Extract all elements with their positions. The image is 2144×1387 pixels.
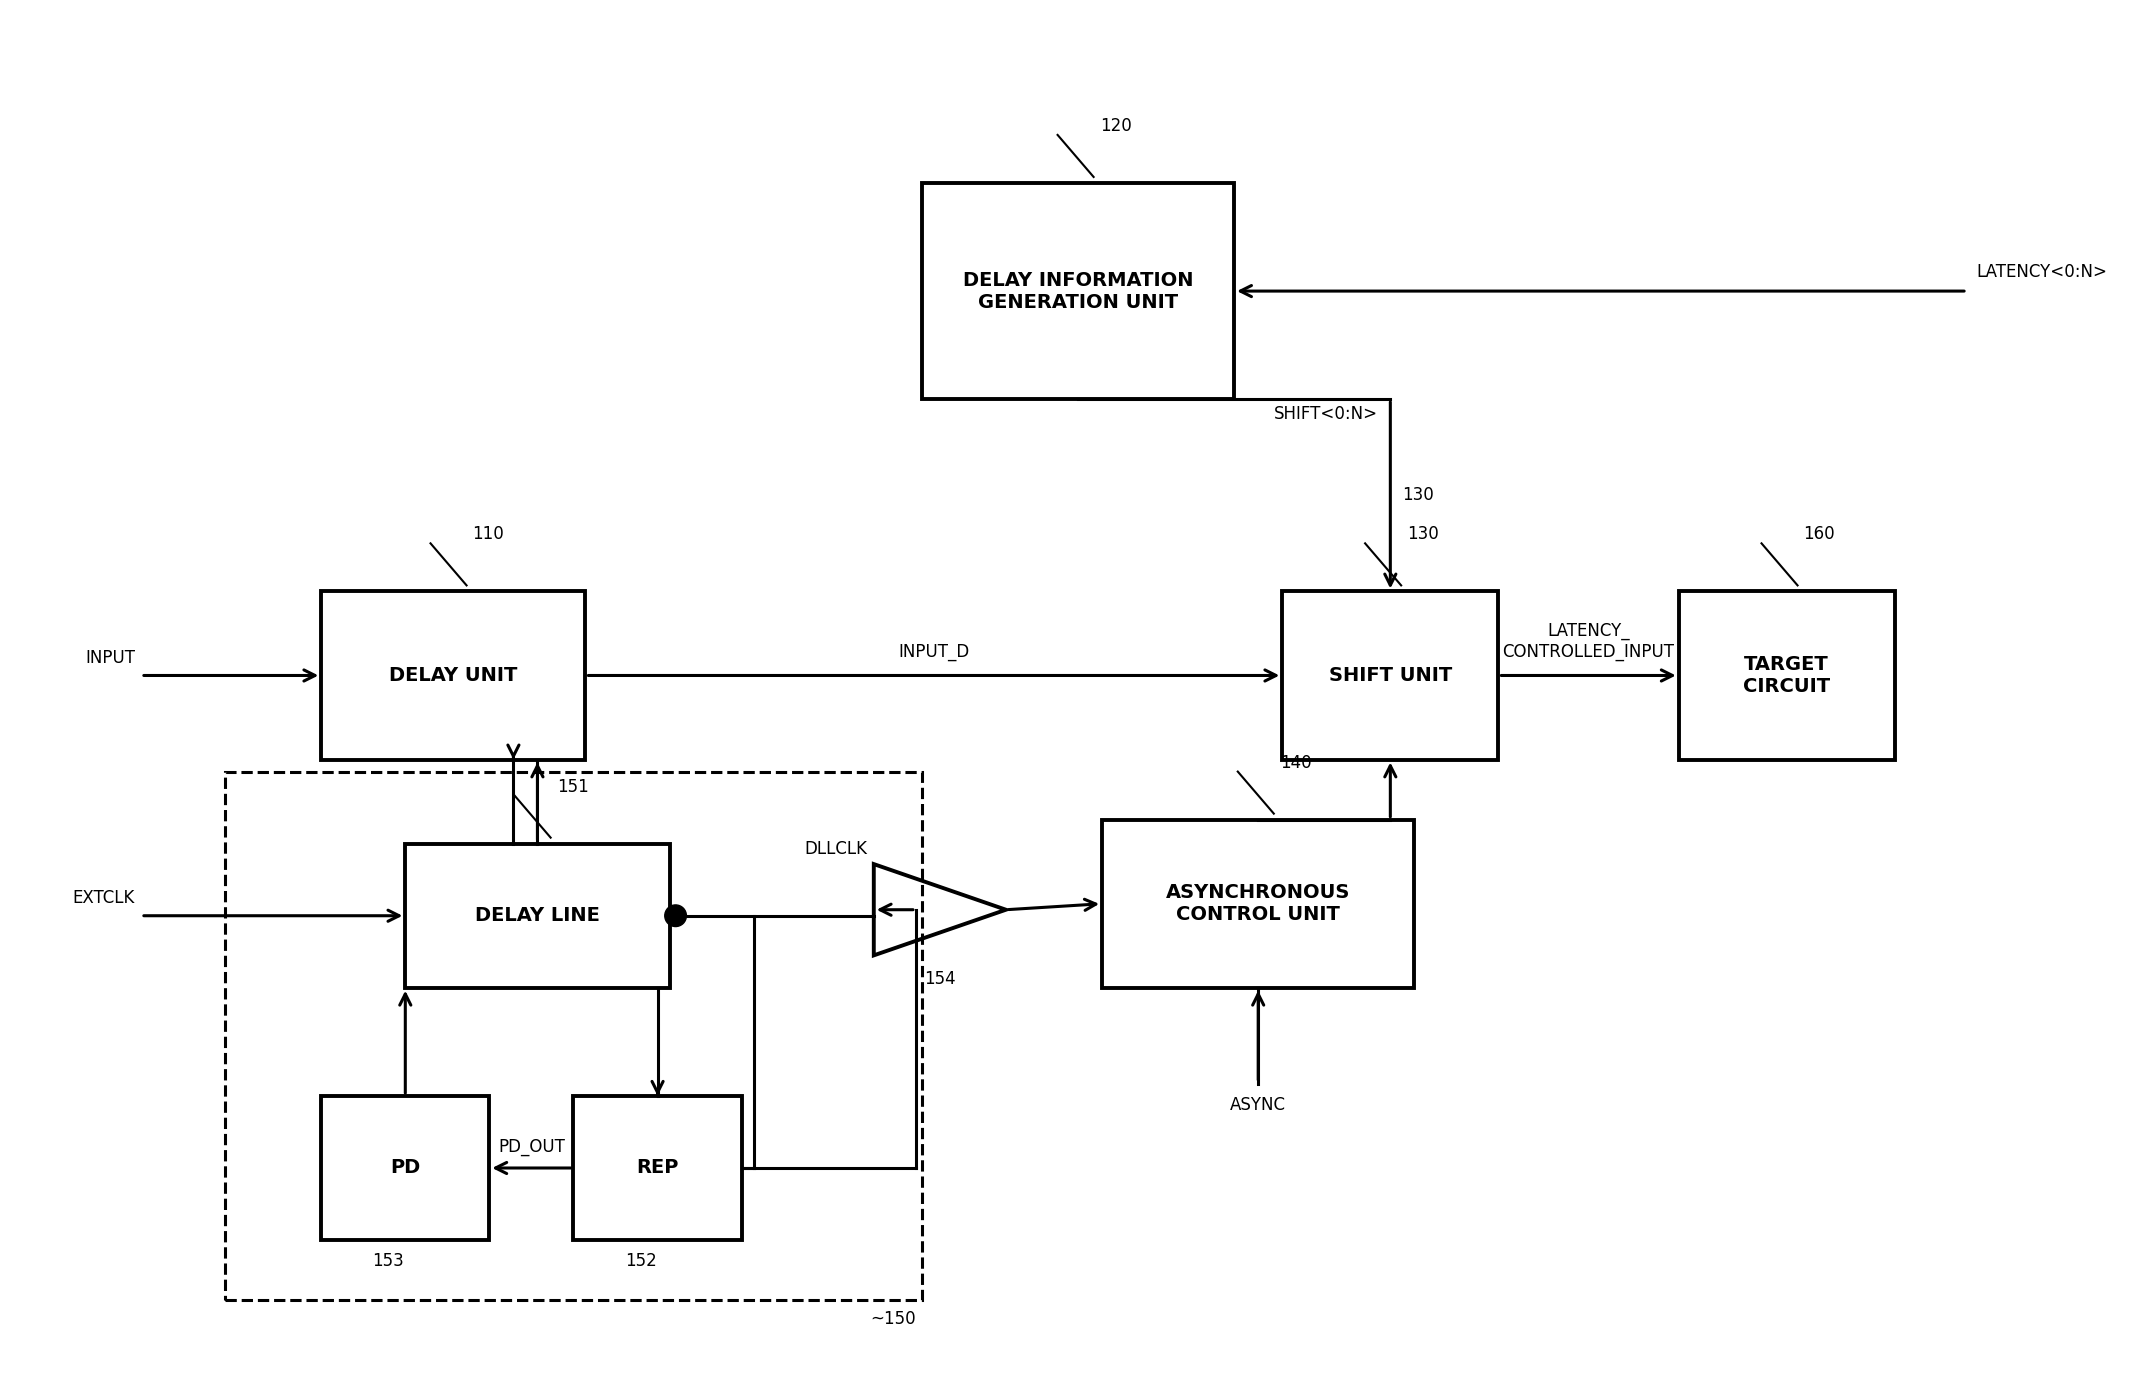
Text: 120: 120 (1100, 117, 1132, 135)
Text: 152: 152 (624, 1252, 656, 1270)
Text: TARGET
CIRCUIT: TARGET CIRCUIT (1743, 655, 1831, 696)
Text: 110: 110 (472, 526, 504, 544)
Text: LATENCY_
CONTROLLED_INPUT: LATENCY_ CONTROLLED_INPUT (1503, 621, 1674, 662)
Bar (322, 591, 585, 760)
Text: INPUT_D: INPUT_D (898, 644, 969, 662)
Text: 151: 151 (557, 778, 587, 796)
Bar (322, 1096, 489, 1240)
Bar (572, 1096, 742, 1240)
Bar (1102, 820, 1415, 988)
Bar (922, 183, 1235, 399)
Text: 154: 154 (924, 970, 956, 988)
Text: DELAY LINE: DELAY LINE (476, 906, 600, 925)
Text: ASYNCHRONOUS
CONTROL UNIT: ASYNCHRONOUS CONTROL UNIT (1166, 884, 1351, 924)
Text: PD_OUT: PD_OUT (497, 1137, 564, 1155)
Text: 160: 160 (1803, 526, 1835, 544)
Text: 140: 140 (1280, 753, 1312, 771)
Text: ASYNC: ASYNC (1231, 1096, 1286, 1114)
Text: SHIFT<0:N>: SHIFT<0:N> (1274, 405, 1379, 423)
Bar (1679, 591, 1895, 760)
Text: SHIFT UNIT: SHIFT UNIT (1329, 666, 1451, 685)
Text: ~150: ~150 (870, 1309, 915, 1327)
Bar (405, 843, 669, 988)
Text: LATENCY<0:N>: LATENCY<0:N> (1977, 264, 2108, 282)
Bar (1282, 591, 1499, 760)
Text: EXTCLK: EXTCLK (73, 889, 135, 907)
Text: DELAY UNIT: DELAY UNIT (390, 666, 517, 685)
Text: 130: 130 (1402, 487, 1434, 505)
Text: INPUT: INPUT (86, 649, 135, 667)
Bar (225, 771, 922, 1300)
Circle shape (665, 904, 686, 927)
Text: DLLCLK: DLLCLK (804, 841, 868, 859)
Text: DELAY INFORMATION
GENERATION UNIT: DELAY INFORMATION GENERATION UNIT (963, 270, 1194, 312)
Text: 153: 153 (373, 1252, 405, 1270)
Text: 130: 130 (1406, 526, 1439, 544)
Text: REP: REP (637, 1158, 680, 1178)
Text: PD: PD (390, 1158, 420, 1178)
